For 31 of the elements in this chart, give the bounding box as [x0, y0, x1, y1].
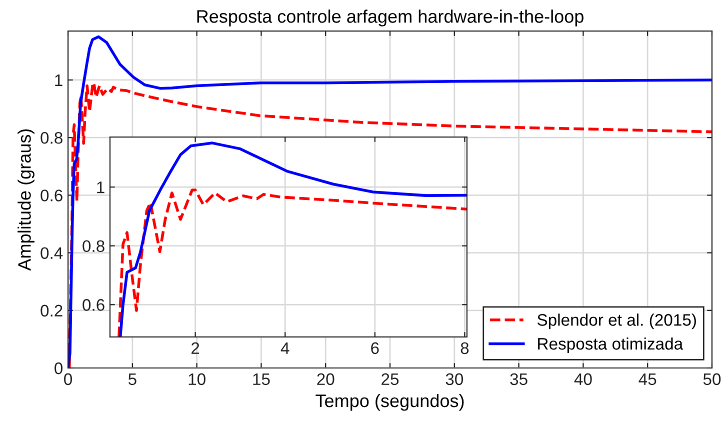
y-tick-label: 0.6: [82, 299, 104, 311]
x-tick-label: 15: [253, 373, 270, 386]
legend-label: Resposta otimizada: [538, 337, 684, 353]
line-series: [118, 188, 467, 337]
y-tick-label: 0.8: [40, 132, 62, 144]
x-tick-label: 5: [128, 373, 136, 386]
y-tick-label: 0: [54, 362, 63, 374]
x-tick-label: 25: [382, 373, 399, 386]
x-tick-label: 40: [574, 373, 592, 386]
y-tick-label: 0.6: [40, 190, 62, 202]
x-tick-label: 4: [280, 342, 290, 354]
legend-label: Splendor et al. (2015): [537, 314, 696, 330]
y-tick-label: 0.8: [82, 240, 104, 252]
y-tick-label: 0.2: [40, 304, 62, 317]
x-tick-label: 8: [460, 342, 469, 354]
x-tick-label: 10: [188, 373, 206, 386]
chart-title: Resposta controle arfagem hardware-in-the-loop: [197, 10, 584, 26]
x-tick-label: 35: [510, 373, 528, 386]
x-axis-title: Tempo (segundos): [316, 394, 464, 411]
y-tick-label: 1: [97, 182, 104, 194]
x-tick-label: 0: [64, 373, 72, 386]
x-tick-label: 30: [446, 373, 464, 386]
y-tick-label: 0.4: [40, 247, 63, 259]
x-tick-label: 20: [317, 373, 334, 386]
y-axis-title: Amplitude (graus): [18, 129, 34, 271]
x-tick-label: 50: [703, 373, 721, 386]
y-tick-label: 1: [55, 74, 62, 86]
line-series: [118, 142, 467, 337]
x-tick-label: 2: [192, 342, 200, 354]
x-tick-label: 45: [638, 373, 656, 386]
x-tick-label: 6: [371, 342, 379, 354]
